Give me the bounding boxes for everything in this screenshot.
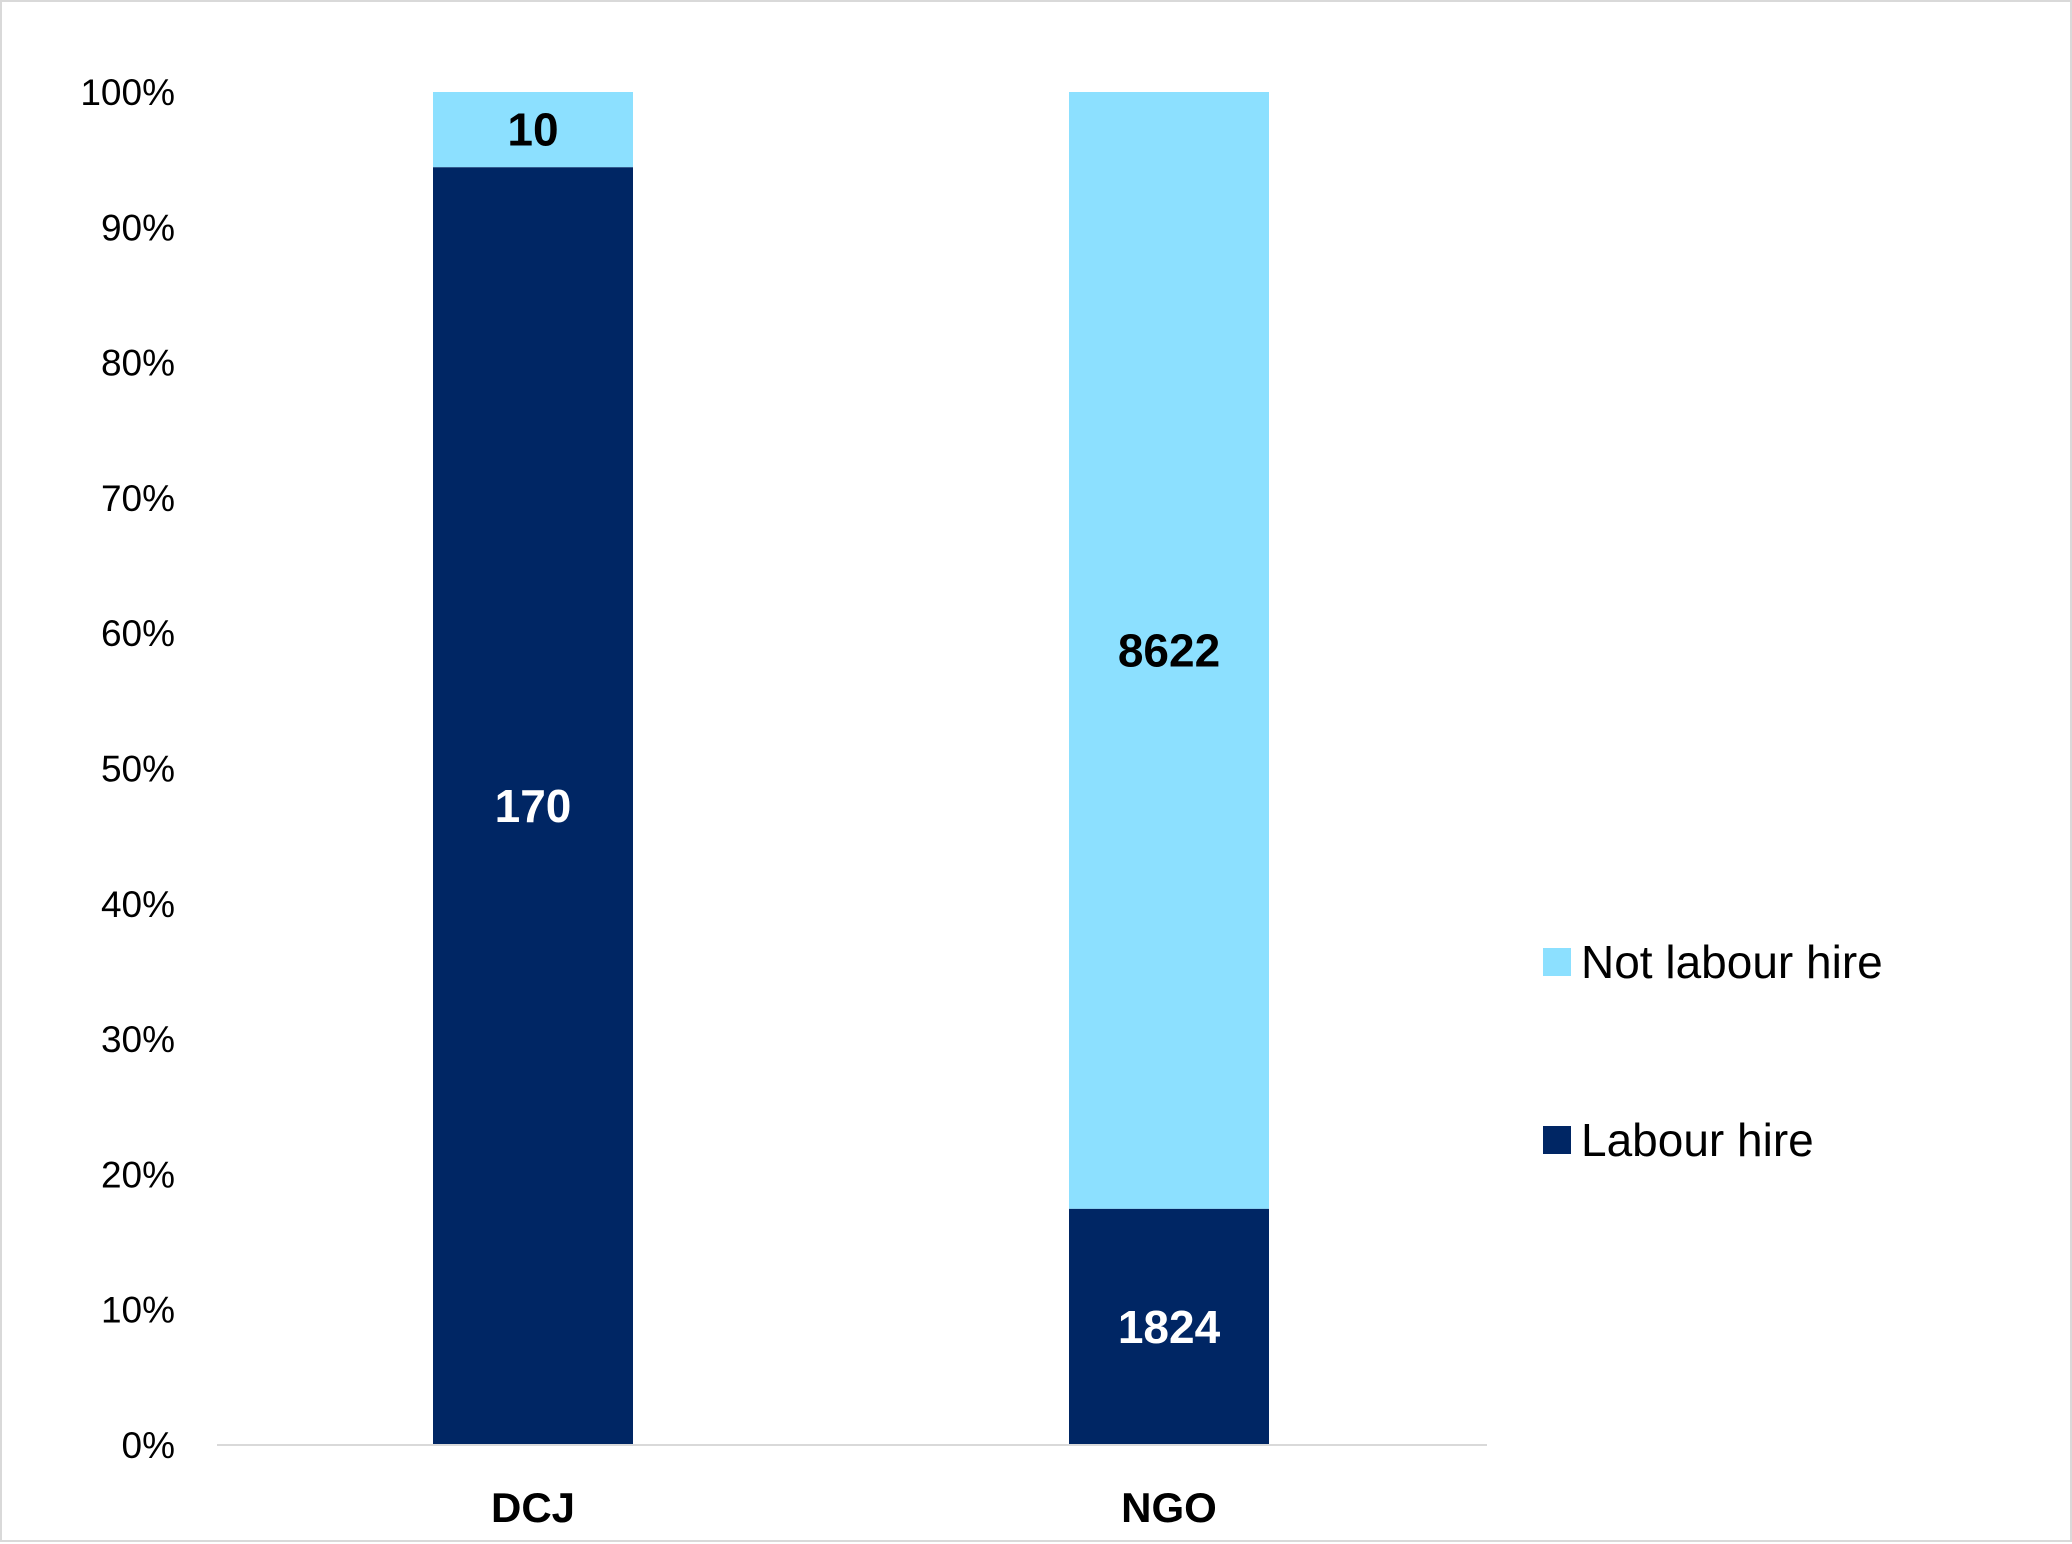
- data-label: 8622: [1118, 624, 1220, 676]
- bar-ngo-not-labour-hire: [1069, 92, 1269, 1209]
- legend-label: Not labour hire: [1581, 936, 1883, 988]
- legend-swatch: [1543, 948, 1571, 976]
- data-label: 170: [495, 780, 572, 832]
- legend-swatch: [1543, 1126, 1571, 1154]
- y-tick-label: 50%: [101, 749, 175, 790]
- y-tick-label: 10%: [101, 1290, 175, 1331]
- bar-dcj-not-labour-hire: [433, 92, 633, 168]
- y-tick-label: 60%: [101, 613, 175, 654]
- legend-item-not-labour-hire: Not labour hire: [1543, 936, 1883, 988]
- x-axis: DCJ NGO: [491, 1484, 1217, 1531]
- y-tick-label: 40%: [101, 884, 175, 925]
- x-category-label: DCJ: [491, 1484, 575, 1531]
- legend: Not labour hire Labour hire: [1543, 936, 1883, 1166]
- bars: [433, 92, 1269, 1446]
- legend-label: Labour hire: [1581, 1114, 1814, 1166]
- data-labels: 170 10 1824 8622: [495, 104, 1221, 1353]
- x-category-label: NGO: [1121, 1484, 1217, 1531]
- y-axis: 0% 10% 20% 30% 40% 50% 60% 70% 80% 90% 100%: [80, 72, 175, 1466]
- y-tick-label: 0%: [122, 1425, 175, 1466]
- y-tick-label: 70%: [101, 478, 175, 519]
- y-tick-label: 30%: [101, 1019, 175, 1060]
- bar-ngo-labour-hire: [1069, 1208, 1269, 1445]
- y-tick-label: 80%: [101, 343, 175, 384]
- data-label: 10: [507, 104, 558, 156]
- y-tick-label: 100%: [80, 72, 175, 113]
- y-tick-label: 90%: [101, 207, 175, 248]
- y-tick-label: 20%: [101, 1154, 175, 1195]
- legend-item-labour-hire: Labour hire: [1543, 1114, 1814, 1166]
- bar-dcj-labour-hire: [433, 167, 633, 1446]
- data-label: 1824: [1118, 1301, 1221, 1353]
